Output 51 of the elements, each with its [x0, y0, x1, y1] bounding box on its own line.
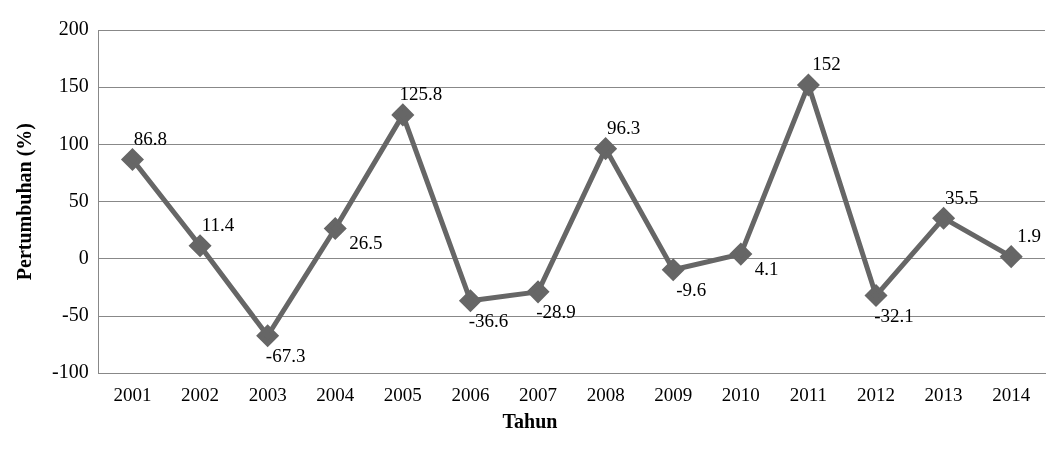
x-tick-label: 2011	[789, 383, 828, 405]
data-label: 96.3	[607, 117, 641, 139]
point	[257, 325, 279, 347]
point	[730, 243, 752, 265]
point	[662, 259, 684, 281]
x-tick-label: 2002	[181, 383, 220, 405]
point	[527, 281, 549, 303]
point	[121, 149, 143, 170]
x-tick-label: 2012	[857, 383, 896, 405]
x-tick-label: 2008	[586, 383, 625, 405]
data-label: 86.8	[133, 127, 168, 149]
x-tick-label: 2006	[451, 383, 490, 405]
x-tick-label: 2007	[519, 383, 558, 405]
y-tick-label: -50	[61, 303, 89, 326]
data-label: 35.5	[944, 186, 979, 208]
x-tick-label: 2005	[383, 383, 422, 405]
data-label: 1.9	[1017, 225, 1042, 247]
y-tick-label: 50	[68, 188, 89, 211]
data-label: -9.6	[676, 279, 707, 301]
point	[189, 235, 211, 257]
point	[324, 217, 346, 239]
y-tick-label: 200	[58, 17, 89, 40]
y-tick-label: 100	[58, 131, 89, 154]
data-label: -67.3	[265, 345, 306, 367]
y-tick-label: 150	[58, 74, 89, 97]
data-label: 125.8	[399, 83, 443, 105]
point	[595, 138, 617, 160]
x-tick-label: 2001	[113, 383, 152, 405]
point	[797, 74, 819, 96]
x-axis-title: Tahun	[501, 410, 559, 433]
x-tick-label: 2003	[248, 383, 287, 405]
y-tick-label: 0	[78, 246, 89, 269]
data-label: 4.1	[754, 257, 779, 279]
data-label: 152	[812, 53, 841, 75]
x-tick-label: 2014	[992, 383, 1031, 405]
data-label: -32.1	[874, 305, 914, 327]
data-label: 26.5	[349, 231, 383, 253]
y-axis-title: Pertumbuhan (%)	[13, 122, 37, 281]
data-label: -28.9	[536, 301, 576, 323]
x-tick-label: 2004	[316, 383, 355, 405]
point	[933, 207, 955, 229]
x-tick-label: 2013	[924, 383, 963, 405]
x-tick-label: 2010	[721, 383, 760, 405]
y-tick-label: -100	[51, 360, 89, 383]
point	[459, 290, 481, 312]
data-label: -36.6	[468, 310, 509, 332]
x-tick-label: 2009	[654, 383, 693, 405]
point	[865, 285, 887, 307]
point	[392, 104, 414, 126]
point	[1000, 246, 1022, 268]
data-label: 11.4	[201, 214, 235, 236]
